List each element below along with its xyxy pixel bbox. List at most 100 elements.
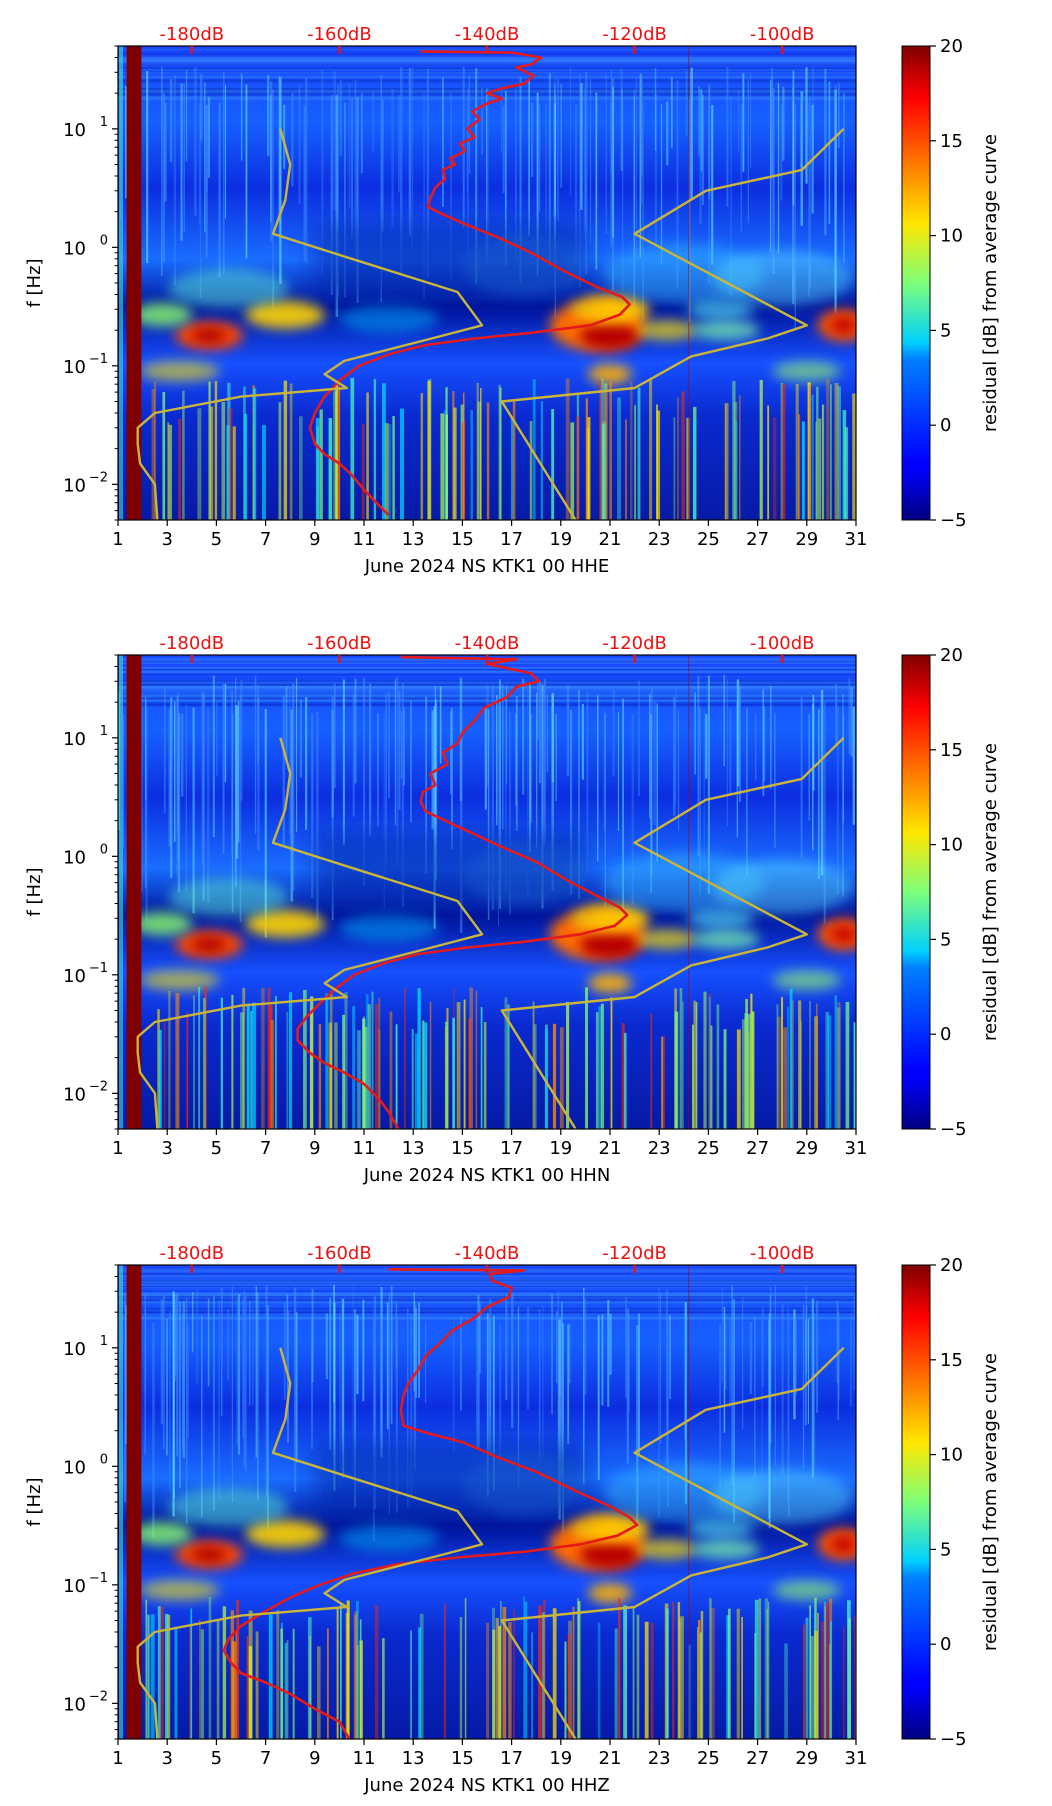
curve-high-noise-model xyxy=(500,127,845,520)
x-tick-label: 21 xyxy=(599,1748,622,1769)
y-tick-exponent: −2 xyxy=(89,1079,108,1094)
y-tick-exponent: −1 xyxy=(89,961,108,976)
x-tick-label: 9 xyxy=(309,1748,320,1769)
y-tick-exponent: −2 xyxy=(89,470,108,485)
spectrogram-image xyxy=(118,46,856,520)
x-tick-label: 27 xyxy=(746,1748,769,1769)
top-axis-label: -100dB xyxy=(750,1243,815,1264)
top-axis-label: -140dB xyxy=(455,633,520,654)
y-tick-label: 10 xyxy=(63,475,86,496)
x-tick-label: 3 xyxy=(161,1138,172,1159)
y-tick-exponent: 0 xyxy=(100,1452,108,1467)
x-axis-label: June 2024 NS KTK1 00 HHN xyxy=(363,1165,611,1186)
x-tick-label: 17 xyxy=(500,1138,523,1159)
x-tick-label: 7 xyxy=(260,529,271,550)
colorbar-tick-label: 0 xyxy=(940,1024,951,1045)
y-tick-label: 10 xyxy=(63,357,86,378)
y-tick-label: 10 xyxy=(63,729,86,750)
colorbar-tick-label: 5 xyxy=(940,929,951,950)
x-tick-label: 7 xyxy=(260,1748,271,1769)
y-tick-exponent: 0 xyxy=(100,233,108,248)
top-axis-label: -160dB xyxy=(307,1243,372,1264)
x-tick-label: 3 xyxy=(161,1748,172,1769)
data-gap-column xyxy=(126,1265,142,1739)
top-axis-label: -120dB xyxy=(602,1243,667,1264)
colorbar-tick-label: 20 xyxy=(940,1255,963,1276)
top-axis-label: -140dB xyxy=(455,1243,520,1264)
curve-median-PSD xyxy=(296,655,629,1129)
data-gap-column xyxy=(126,46,142,520)
x-tick-label: 9 xyxy=(309,1138,320,1159)
colorbar-tick-label: 0 xyxy=(940,1634,951,1655)
x-tick-label: 9 xyxy=(309,529,320,550)
colorbar-tick-label: 5 xyxy=(940,320,951,341)
x-tick-label: 17 xyxy=(500,529,523,550)
y-tick-label: 10 xyxy=(63,120,86,141)
curve-high-noise-model xyxy=(500,1346,845,1739)
colorbar-label: residual [dB] from average curve xyxy=(980,743,1001,1041)
y-tick-exponent: 1 xyxy=(100,724,108,739)
x-tick-label: 31 xyxy=(845,1748,868,1769)
x-tick-label: 15 xyxy=(451,529,474,550)
y-tick-label: 10 xyxy=(63,847,86,868)
colorbar-tick-label: 0 xyxy=(940,415,951,436)
x-tick-label: 25 xyxy=(697,1138,720,1159)
colorbar-tick-label: 10 xyxy=(940,835,963,856)
x-tick-label: 11 xyxy=(353,529,376,550)
x-tick-label: 21 xyxy=(599,1138,622,1159)
top-axis-label: -100dB xyxy=(750,24,815,45)
data-gap-column xyxy=(126,655,142,1129)
colorbar-tick-label: 20 xyxy=(940,645,963,666)
colorbar-tick-label: 20 xyxy=(940,36,963,57)
top-axis-label: -180dB xyxy=(159,24,224,45)
x-axis-label: June 2024 NS KTK1 00 HHE xyxy=(364,556,610,577)
x-tick-label: 29 xyxy=(795,1138,818,1159)
top-axis-label: -160dB xyxy=(307,24,372,45)
x-tick-label: 5 xyxy=(211,1748,222,1769)
top-axis-label: -120dB xyxy=(602,24,667,45)
colorbar-tick-label: 15 xyxy=(940,131,963,152)
x-tick-label: 19 xyxy=(549,529,572,550)
x-tick-label: 13 xyxy=(402,1138,425,1159)
colorbar-tick-label: −5 xyxy=(940,1119,967,1140)
curve-high-noise-model xyxy=(500,736,845,1129)
x-tick-label: 31 xyxy=(845,529,868,550)
curve-median-PSD xyxy=(308,50,631,517)
x-tick-label: 19 xyxy=(549,1138,572,1159)
x-tick-label: 25 xyxy=(697,529,720,550)
x-tick-label: 21 xyxy=(599,529,622,550)
x-tick-label: 15 xyxy=(451,1138,474,1159)
x-tick-label: 1 xyxy=(112,1138,123,1159)
y-tick-label: 10 xyxy=(63,1694,86,1715)
y-tick-exponent: −1 xyxy=(89,352,108,367)
x-tick-label: 13 xyxy=(402,529,425,550)
y-tick-exponent: −1 xyxy=(89,1571,108,1586)
x-tick-label: 17 xyxy=(500,1748,523,1769)
x-tick-label: 23 xyxy=(648,529,671,550)
y-tick-label: 10 xyxy=(63,1084,86,1105)
top-axis-label: -100dB xyxy=(750,633,815,654)
colorbar: 20 15 10 5 0 −5 residual [dB] from average cur… xyxy=(901,645,1001,1140)
y-axis-label: f [Hz] xyxy=(24,258,45,307)
x-tick-label: 5 xyxy=(211,1138,222,1159)
top-axis-label: -160dB xyxy=(307,633,372,654)
x-tick-label: 29 xyxy=(795,529,818,550)
y-axis-label: f [Hz] xyxy=(24,867,45,916)
x-tick-label: 31 xyxy=(845,1138,868,1159)
x-tick-label: 11 xyxy=(353,1138,376,1159)
curve-low-noise-model xyxy=(136,128,484,520)
colorbar-tick-label: 5 xyxy=(940,1539,951,1560)
colorbar-tick-label: −5 xyxy=(940,1729,967,1750)
y-tick-exponent: 1 xyxy=(100,1334,108,1349)
y-tick-label: 10 xyxy=(63,238,86,259)
y-tick-exponent: 0 xyxy=(100,842,108,857)
y-tick-label: 10 xyxy=(63,966,86,987)
x-tick-label: 3 xyxy=(161,529,172,550)
x-tick-label: 15 xyxy=(451,1748,474,1769)
top-axis-label: -180dB xyxy=(159,633,224,654)
spectrogram-image xyxy=(118,655,856,1129)
x-tick-label: 5 xyxy=(211,529,222,550)
colorbar-tick-label: 10 xyxy=(940,1445,963,1466)
